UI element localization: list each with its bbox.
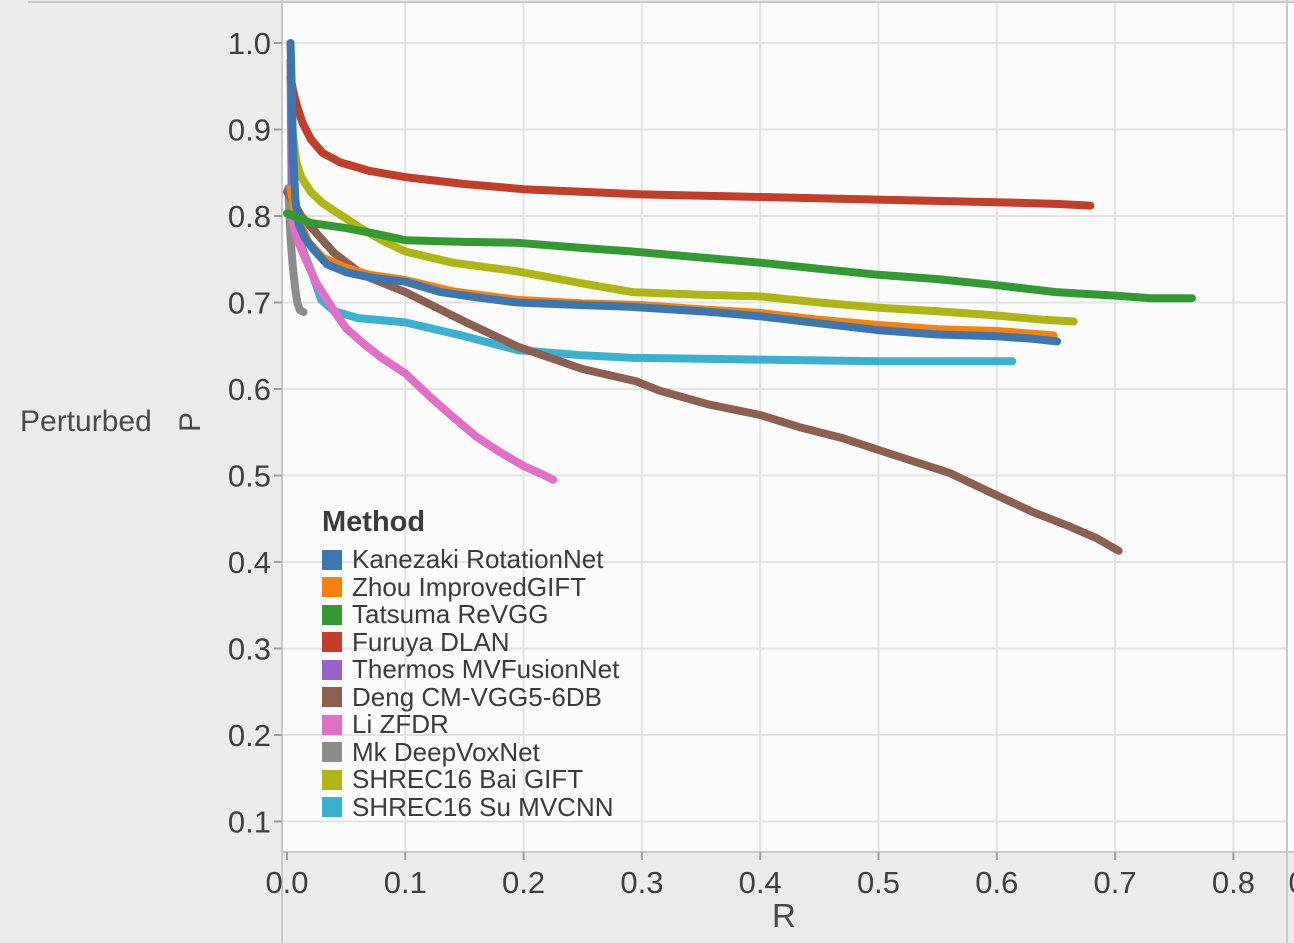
y-tick-label: 0.5 xyxy=(228,459,271,494)
legend-title: Method xyxy=(322,506,426,538)
legend-item: SHREC16 Su MVCNN xyxy=(322,791,619,822)
y-axis-title: P xyxy=(174,411,208,433)
x-tick-label: 0.5 xyxy=(857,865,900,900)
x-tick-label: 0.1 xyxy=(384,865,427,900)
y-tick-label: 0.1 xyxy=(228,805,271,840)
series-line-tatsuma-revgg xyxy=(283,209,1196,303)
legend-swatch-icon xyxy=(322,577,342,598)
next-panel-background xyxy=(1287,2,1294,852)
legend-item: Tatsuma ReVGG xyxy=(322,599,619,630)
legend-item-label: SHREC16 Su MVCNN xyxy=(352,791,614,822)
x-tick-label: 0.6 xyxy=(975,865,1018,900)
legend-item: Deng CM-VGG5-6DB xyxy=(322,681,619,712)
x-tick-label: 0.2 xyxy=(502,865,545,900)
legend-swatch-icon xyxy=(322,769,342,790)
legend: Method Kanezaki RotationNet Zhou Improved… xyxy=(322,506,620,822)
legend-swatch-icon xyxy=(322,797,342,818)
series-line-shrec16-bai-gift xyxy=(288,129,1078,326)
legend-item-label: Thermos MVFusionNet xyxy=(352,654,620,685)
y-tick-label: 0.4 xyxy=(228,545,271,580)
x-tick-label: 0.0 xyxy=(265,865,308,900)
legend-item-label: Li ZFDR xyxy=(352,709,449,740)
legend-item-label: Deng CM-VGG5-6DB xyxy=(352,681,602,712)
legend-item: Thermos MVFusionNet xyxy=(322,654,620,685)
legend-item: Furuya DLAN xyxy=(322,626,619,657)
legend-item-label: Kanezaki RotationNet xyxy=(352,544,604,575)
y-tick-label: 0.7 xyxy=(228,286,271,321)
legend-swatch-icon xyxy=(322,632,342,653)
series-line-furuya-dlan xyxy=(286,73,1095,210)
legend-item-label: Mk DeepVoxNet xyxy=(352,736,540,767)
legend-swatch-icon xyxy=(322,742,342,763)
y-tick-label: 0.6 xyxy=(228,372,271,407)
legend-item-label: Tatsuma ReVGG xyxy=(352,599,549,630)
y-tick-label: 0.9 xyxy=(228,113,271,148)
panel-background xyxy=(282,2,1287,852)
x-tick-label: 0.4 xyxy=(739,865,782,900)
x-tick-label: 0.8 xyxy=(1212,865,1255,900)
y-tick-label: 1.0 xyxy=(228,26,271,61)
legend-item-label: Furuya DLAN xyxy=(352,626,510,657)
series-line-deng-cm-vgg5-6db xyxy=(283,187,1123,555)
legend-swatch-icon xyxy=(322,604,342,625)
legend-item: Mk DeepVoxNet xyxy=(322,736,619,767)
y-tick-label: 0.2 xyxy=(228,718,271,753)
legend-item-label: Zhou ImprovedGIFT xyxy=(352,571,587,602)
legend-swatch-icon xyxy=(322,687,342,708)
legend-swatch-icon xyxy=(322,659,342,680)
legend-swatch-icon xyxy=(322,714,342,735)
legend-item: SHREC16 Bai GIFT xyxy=(322,764,619,795)
next-panel-partial-tick-label: 0.0 xyxy=(1289,865,1294,900)
legend-item: Zhou ImprovedGIFT xyxy=(322,571,619,602)
x-tick-label: 0.3 xyxy=(620,865,663,900)
x-axis-title: R xyxy=(772,897,796,934)
y-axis-label-perturbed: Perturbed xyxy=(20,405,152,438)
legend-item: Kanezaki RotationNet xyxy=(322,544,619,575)
legend-items: Kanezaki RotationNet Zhou ImprovedGIFT Tat… xyxy=(322,544,620,822)
y-tick-label: 0.8 xyxy=(228,199,271,234)
y-tick-label: 0.3 xyxy=(228,632,271,667)
x-tick-label: 0.7 xyxy=(1094,865,1137,900)
legend-swatch-icon xyxy=(322,549,342,570)
series-line-li-zfdr xyxy=(287,212,558,484)
legend-item: Li ZFDR xyxy=(322,709,619,740)
legend-item-label: SHREC16 Bai GIFT xyxy=(352,764,584,795)
